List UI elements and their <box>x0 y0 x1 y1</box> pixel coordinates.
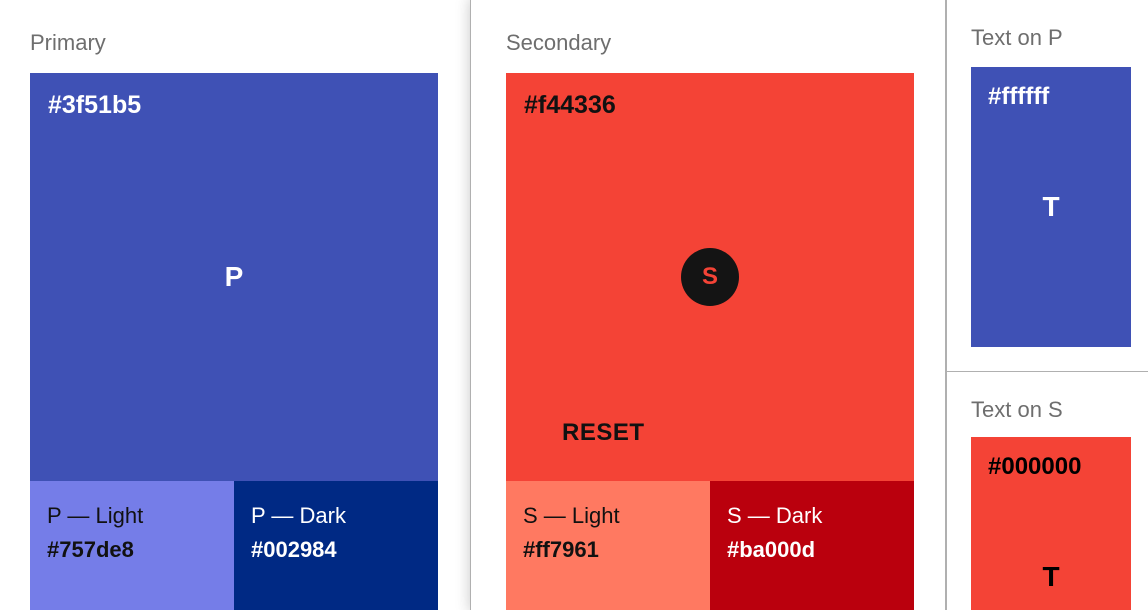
text-on-primary-letter: T <box>1042 191 1060 222</box>
secondary-variant-row: S — Light #ff7961 S — Dark #ba000d <box>506 481 914 610</box>
text-on-secondary-title: Text on S <box>971 397 1063 422</box>
secondary-dark-swatch[interactable]: S — Dark #ba000d <box>710 481 914 610</box>
text-on-primary-title: Text on P <box>971 25 1063 50</box>
secondary-main-swatch[interactable]: #f44336 S RESET <box>506 73 914 481</box>
primary-hex-label: #3f51b5 <box>48 91 142 119</box>
text-on-primary-hex-label: #ffffff <box>988 83 1050 110</box>
text-on-secondary-swatch[interactable]: #000000 T <box>971 437 1131 610</box>
primary-main-swatch[interactable]: #3f51b5 P <box>30 73 438 481</box>
secondary-light-swatch[interactable]: S — Light #ff7961 <box>506 481 710 610</box>
text-on-secondary-panel: Text on S #000000 T <box>947 372 1148 610</box>
secondary-hex-label: #f44336 <box>524 91 616 119</box>
secondary-dark-hex: #ba000d <box>727 537 816 562</box>
primary-dark-hex: #002984 <box>251 537 337 562</box>
primary-panel-title: Primary <box>30 30 106 55</box>
primary-light-swatch[interactable]: P — Light #757de8 <box>30 481 234 610</box>
text-on-primary-swatch[interactable]: #ffffff T <box>971 67 1131 347</box>
primary-dark-name: P — Dark <box>251 503 346 528</box>
text-on-secondary-letter: T <box>1042 561 1060 592</box>
primary-dark-swatch[interactable]: P — Dark #002984 <box>234 481 438 610</box>
secondary-light-hex: #ff7961 <box>523 537 599 562</box>
text-color-column: Text on P #ffffff T Text on S #000000 T <box>946 0 1148 610</box>
text-on-secondary-hex-label: #000000 <box>988 453 1082 480</box>
secondary-dark-name: S — Dark <box>727 503 823 528</box>
primary-letter: P <box>224 261 244 292</box>
secondary-panel: Secondary #f44336 S RESET S — Light #ff7… <box>470 0 946 610</box>
primary-panel: Primary #3f51b5 P P — Light #757de8 P — … <box>0 0 468 610</box>
secondary-light-name: S — Light <box>523 503 620 528</box>
primary-variant-row: P — Light #757de8 P — Dark #002984 <box>30 481 438 610</box>
secondary-selector-letter: S <box>701 263 718 290</box>
primary-light-name: P — Light <box>47 503 144 528</box>
secondary-selector-circle[interactable]: S <box>681 248 739 306</box>
reset-button[interactable]: RESET <box>562 419 645 446</box>
secondary-panel-title: Secondary <box>506 30 612 55</box>
text-on-primary-panel: Text on P #ffffff T <box>947 0 1148 372</box>
primary-light-hex: #757de8 <box>47 537 134 562</box>
